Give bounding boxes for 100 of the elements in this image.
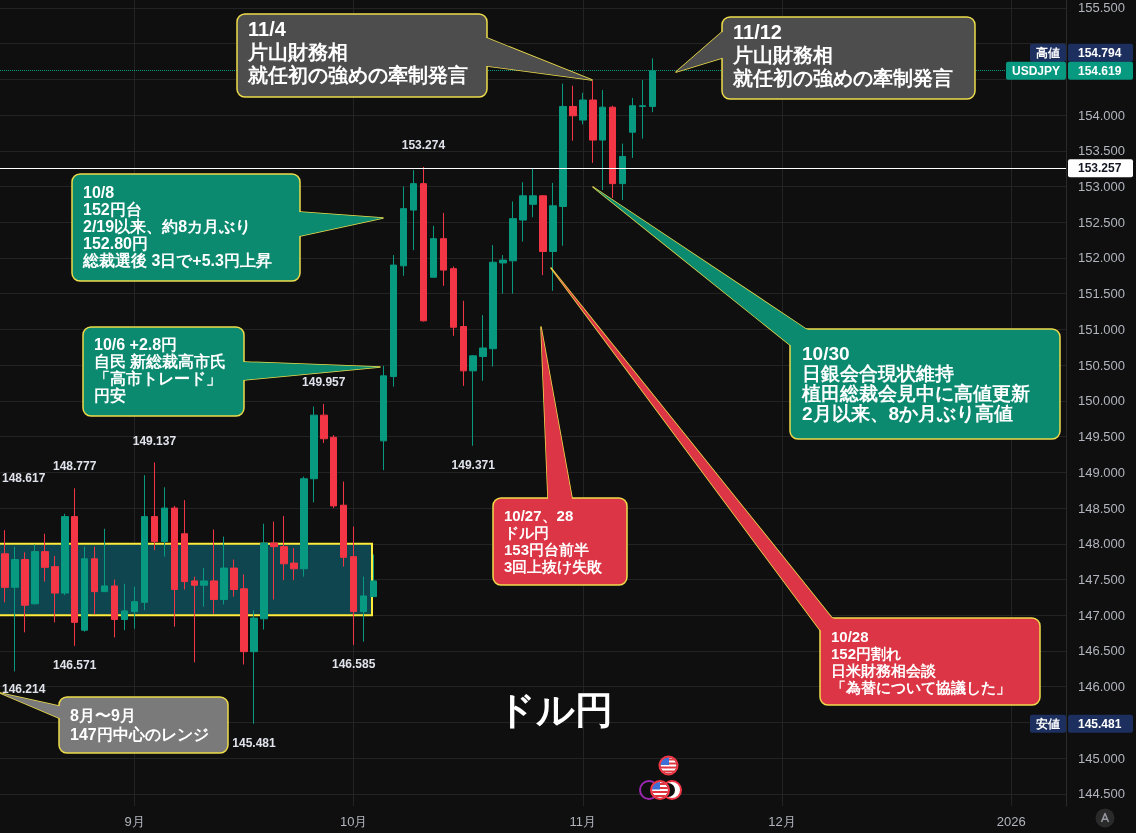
annotation: 147円中心のレンジ bbox=[70, 725, 209, 743]
candlestick bbox=[549, 182, 557, 292]
y-tick-label: 147.500 bbox=[1078, 571, 1125, 587]
candlestick bbox=[509, 201, 517, 295]
annotation: 148.617 bbox=[2, 471, 46, 485]
annotation: 152円割れ bbox=[831, 645, 902, 662]
candlestick bbox=[131, 586, 138, 630]
candlestick bbox=[360, 576, 367, 643]
annotation: 日米財務相会談 bbox=[831, 662, 937, 679]
candlestick bbox=[101, 528, 108, 593]
candlestick bbox=[171, 505, 178, 628]
annotation: 10/28 bbox=[831, 628, 869, 645]
y-tick-label: 148.500 bbox=[1078, 500, 1125, 516]
candlestick bbox=[290, 547, 298, 581]
candlestick bbox=[569, 85, 577, 142]
annotation: 安値 bbox=[1036, 716, 1060, 731]
candlestick bbox=[619, 143, 626, 201]
annotation: 2/19以来、約8カ月ぶり bbox=[83, 218, 252, 235]
annotation: 146.214 bbox=[2, 682, 46, 696]
candlestick bbox=[479, 314, 487, 382]
annotation: 10/6 +2.8円 bbox=[94, 336, 178, 353]
y-tick-label: 155.500 bbox=[1078, 0, 1125, 16]
candlestick bbox=[1, 529, 9, 603]
candlestick bbox=[191, 576, 198, 663]
candlestick bbox=[330, 434, 337, 509]
candlestick bbox=[121, 583, 128, 631]
candlestick bbox=[111, 578, 118, 638]
candlestick bbox=[559, 83, 567, 247]
annotation: 自民 新総裁高市氏 bbox=[94, 352, 227, 370]
annotation: 就任初の強めの牽制発言 bbox=[732, 66, 953, 89]
candlestick bbox=[240, 573, 248, 666]
candlestick bbox=[499, 254, 507, 295]
candlestick bbox=[31, 543, 39, 605]
annotation: 145.481 bbox=[232, 736, 277, 750]
y-tick-label: 154.000 bbox=[1078, 107, 1125, 123]
y-tick-label: 152.000 bbox=[1078, 250, 1125, 266]
candlestick bbox=[539, 194, 547, 276]
annotation: 3回上抜け失敗 bbox=[504, 558, 604, 576]
candlestick bbox=[91, 546, 98, 615]
candlestick bbox=[51, 555, 59, 623]
annotation: 植田総裁会見中に高値更新 bbox=[801, 382, 1030, 404]
annotation: 152.80円 bbox=[83, 235, 148, 252]
x-tick-label: 12月 bbox=[768, 814, 796, 829]
annotation: 153円台前半 bbox=[504, 541, 590, 558]
candlestick bbox=[380, 365, 387, 471]
annotation: 就任初の強めの牽制発言 bbox=[247, 63, 468, 86]
annotation: 152円台 bbox=[83, 201, 142, 218]
candlestick bbox=[350, 526, 357, 646]
candlestick bbox=[579, 92, 587, 125]
candlestick bbox=[629, 97, 636, 159]
candlestick bbox=[141, 474, 148, 611]
candlestick bbox=[320, 403, 328, 444]
candlestick bbox=[280, 515, 288, 581]
y-tick-label: 152.500 bbox=[1078, 214, 1125, 230]
y-tick-label: 149.000 bbox=[1078, 464, 1125, 480]
candlestick bbox=[11, 546, 19, 672]
annotation: 11/12 bbox=[733, 20, 782, 43]
candlestick bbox=[589, 80, 597, 164]
annotation: 8月〜9月 bbox=[70, 707, 136, 724]
annotation: 10/27、28 bbox=[504, 507, 574, 524]
y-tick-label: 150.000 bbox=[1078, 393, 1125, 409]
candlestick bbox=[260, 523, 268, 631]
candlestick bbox=[161, 486, 168, 558]
annotation: 円安 bbox=[94, 386, 126, 404]
candlestick bbox=[460, 300, 467, 387]
candlestick bbox=[300, 476, 308, 578]
candlestick bbox=[250, 609, 258, 725]
annotation: ドル円 bbox=[504, 524, 549, 541]
annotation: 146.585 bbox=[331, 656, 376, 671]
ref-line-label: USDJPY bbox=[1011, 63, 1061, 78]
annotation: 149.371 bbox=[451, 457, 496, 472]
candlestick bbox=[310, 406, 318, 503]
candlestick bbox=[340, 481, 347, 568]
candlestick bbox=[440, 212, 447, 287]
candlestick bbox=[220, 536, 228, 605]
annotation: 日銀会合現状維持 bbox=[802, 362, 954, 384]
x-tick-label: 2026 bbox=[996, 814, 1026, 829]
candlestick bbox=[420, 166, 427, 323]
text: 154.794 bbox=[1078, 45, 1122, 60]
candlestick bbox=[609, 105, 616, 199]
y-tick-label: 153.000 bbox=[1078, 178, 1125, 194]
candlestick bbox=[400, 185, 407, 277]
annotation: 149.137 bbox=[132, 433, 177, 448]
candlestick bbox=[41, 533, 49, 583]
x-tick-label: 11月 bbox=[569, 814, 597, 829]
x-tick-label: 9月 bbox=[124, 814, 145, 829]
annotation: 10/8 bbox=[83, 184, 115, 201]
y-tick-label: 151.000 bbox=[1078, 321, 1125, 337]
y-tick-label: 151.500 bbox=[1078, 286, 1125, 302]
y-tick-label: 153.500 bbox=[1078, 143, 1125, 159]
candlestick bbox=[469, 354, 477, 447]
annotation: 153.274 bbox=[401, 137, 446, 152]
annotation: 2月以来、8か月ぶり高値 bbox=[802, 402, 1014, 424]
candlestick bbox=[519, 181, 527, 243]
y-tick-label: 148.000 bbox=[1078, 536, 1125, 552]
candlestick bbox=[410, 169, 417, 251]
text: ドル円 bbox=[497, 689, 613, 731]
candlestick bbox=[81, 546, 88, 633]
y-tick-label: 149.500 bbox=[1078, 429, 1125, 445]
annotation: 148.777 bbox=[53, 459, 97, 474]
